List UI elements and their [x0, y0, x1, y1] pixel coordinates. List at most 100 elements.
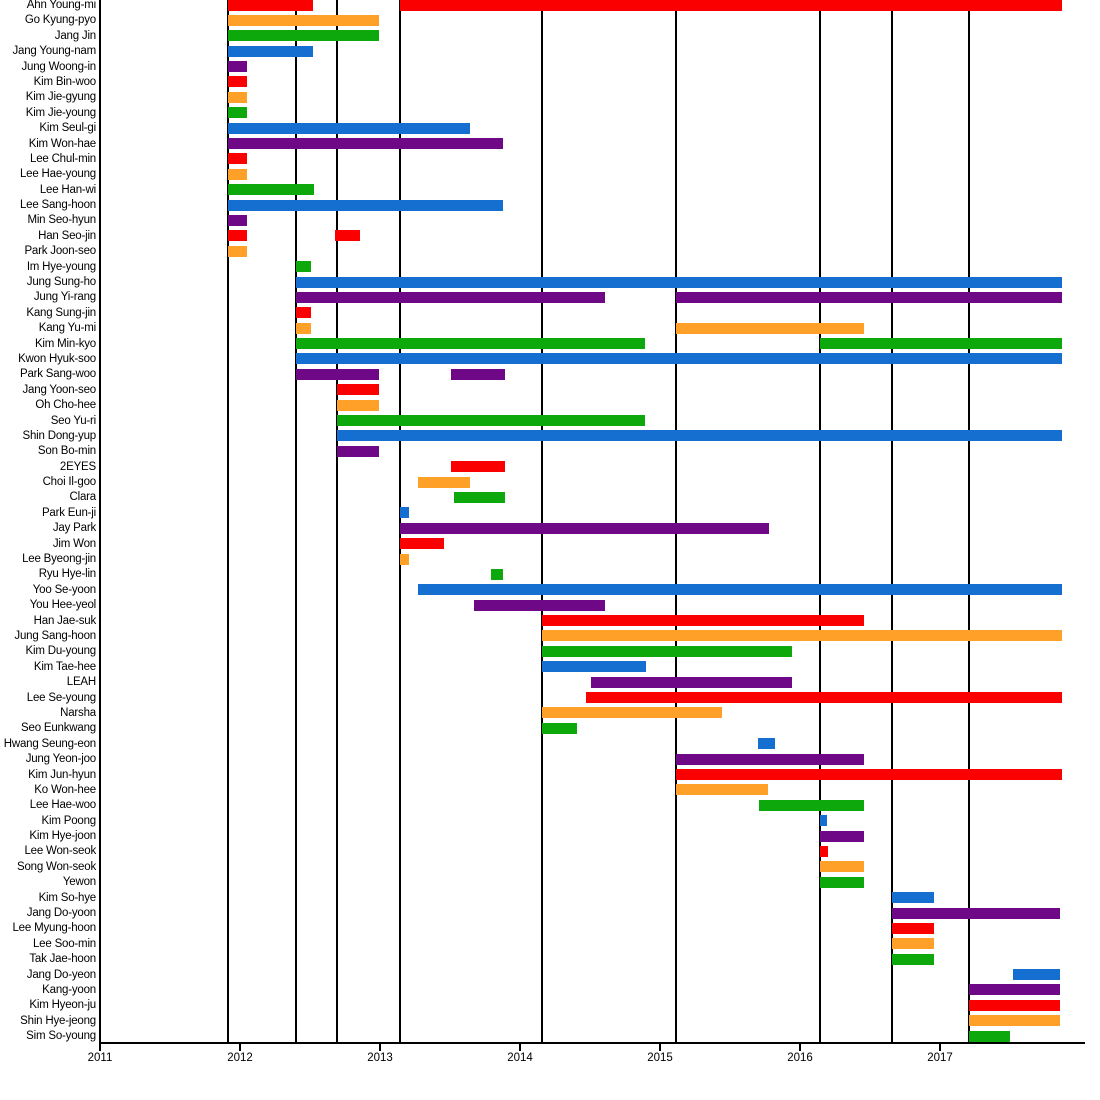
member-label: Kim Hye-joon — [29, 830, 96, 843]
tenure-bar — [820, 830, 865, 842]
tenure-bar — [337, 445, 379, 457]
member-label: Tak Jae-hoon — [29, 953, 96, 966]
x-axis-tick — [799, 1044, 801, 1051]
tenure-bar — [585, 692, 1062, 704]
season-gridline — [540, 0, 543, 1042]
tenure-bar — [541, 645, 792, 657]
member-label: Sim So-young — [26, 1030, 96, 1043]
member-label: Han Seo-jin — [38, 229, 96, 242]
x-axis-tick-label: 2016 — [787, 1052, 813, 1064]
member-label: Shin Hye-jeong — [20, 1014, 96, 1027]
tenure-bar — [675, 322, 865, 334]
member-label: Seo Yu-ri — [50, 414, 96, 427]
member-label: Min Seo-hyun — [27, 214, 96, 227]
tenure-bar — [227, 45, 313, 57]
tenure-bar — [591, 676, 792, 688]
member-label: Jang Young-nam — [12, 45, 96, 58]
member-label: Jang Jin — [54, 29, 96, 42]
tenure-bar — [227, 153, 247, 165]
member-label: Jim Won — [52, 537, 96, 550]
member-label: Jung Yi-rang — [33, 291, 96, 304]
member-label: Kim Jie-young — [25, 106, 96, 119]
tenure-bar — [758, 738, 775, 750]
member-label: Hwang Seung-eon — [3, 737, 96, 750]
tenure-bar — [296, 338, 645, 350]
x-axis-tick — [379, 1044, 381, 1051]
member-label: Jung Woong-in — [21, 60, 96, 73]
member-label: Lee Myung-hoon — [12, 922, 96, 935]
member-label: Lee Han-wi — [39, 183, 96, 196]
tenure-bar — [227, 0, 313, 11]
member-label: Lee Chul-min — [30, 152, 96, 165]
tenure-bar — [968, 999, 1061, 1011]
y-axis-line — [99, 0, 101, 1042]
x-axis-tick — [519, 1044, 521, 1051]
member-label: Narsha — [60, 706, 96, 719]
member-label: Shin Dong-yup — [22, 429, 97, 442]
tenure-bar — [417, 476, 470, 488]
tenure-bar — [227, 214, 247, 226]
tenure-bar — [227, 245, 247, 257]
member-label: Im Hye-young — [26, 260, 96, 273]
tenure-bar — [675, 784, 768, 796]
x-axis-tick-label: 2012 — [227, 1052, 253, 1064]
member-label: Kim Tae-hee — [33, 660, 96, 673]
tenure-bar — [968, 1015, 1061, 1027]
member-label: Ryu Hye-lin — [38, 568, 96, 581]
tenure-bar — [820, 845, 828, 857]
member-label: Kim Jun-hyun — [28, 768, 96, 781]
tenure-bar — [227, 138, 504, 149]
season-gridline — [226, 0, 229, 1042]
tenure-bar — [296, 322, 312, 334]
tenure-bar — [227, 199, 504, 211]
tenure-bar — [227, 61, 247, 73]
tenure-bar — [820, 338, 1062, 350]
tenure-bar — [400, 553, 410, 565]
member-label: Kim Won-hae — [28, 137, 96, 150]
tenure-bar — [541, 661, 646, 673]
x-axis-tick — [239, 1044, 241, 1051]
season-gridline — [399, 0, 402, 1042]
member-label: Lee Hae-young — [19, 168, 96, 181]
member-label: Kim Jie-gyung — [25, 91, 96, 104]
tenure-bar — [490, 568, 504, 580]
member-label: Kim Hyeon-ju — [29, 999, 96, 1012]
season-gridline — [674, 0, 677, 1042]
season-gridline — [295, 0, 297, 1042]
member-label: Kim Du-young — [25, 645, 97, 658]
member-label: Seo Eunkwang — [21, 722, 96, 735]
tenure-bar — [891, 953, 935, 965]
member-label: Lee Sang-hoon — [19, 199, 96, 212]
member-label: Kim Poong — [41, 814, 97, 827]
tenure-bar — [968, 1030, 1010, 1042]
member-label: Kwon Hyuk-soo — [18, 352, 96, 365]
member-label: Oh Cho-hee — [35, 399, 96, 412]
x-axis-tick — [659, 1044, 661, 1051]
member-label: Jang Do-yeon — [26, 968, 96, 981]
tenure-bar — [675, 769, 1062, 780]
member-label: Park Sang-woo — [19, 368, 96, 381]
tenure-bar — [759, 799, 865, 811]
member-label: Lee Soo-min — [32, 937, 96, 950]
member-label: Kang Sung-jin — [26, 306, 96, 319]
tenure-bar — [541, 615, 865, 627]
member-label: Park Eun-ji — [41, 506, 96, 519]
tenure-bar — [337, 384, 379, 396]
tenure-bar — [541, 630, 1062, 642]
tenure-bar — [227, 184, 315, 196]
tenure-bar — [296, 307, 312, 319]
member-label: Ko Won-hee — [34, 783, 96, 796]
tenure-bar — [968, 984, 1061, 996]
tenure-bar — [820, 876, 865, 888]
member-label: Kang Yu-mi — [38, 322, 96, 335]
season-gridline — [967, 0, 970, 1042]
member-label: Choi Il-goo — [42, 476, 97, 489]
tenure-bar — [400, 0, 1062, 11]
tenure-bar — [227, 168, 247, 180]
member-label: Go Kyung-pyo — [24, 14, 96, 27]
member-label: Song Won-seok — [16, 860, 96, 873]
member-label: Son Bo-min — [37, 445, 96, 458]
tenure-bar — [891, 938, 935, 950]
tenure-bar — [296, 291, 606, 303]
